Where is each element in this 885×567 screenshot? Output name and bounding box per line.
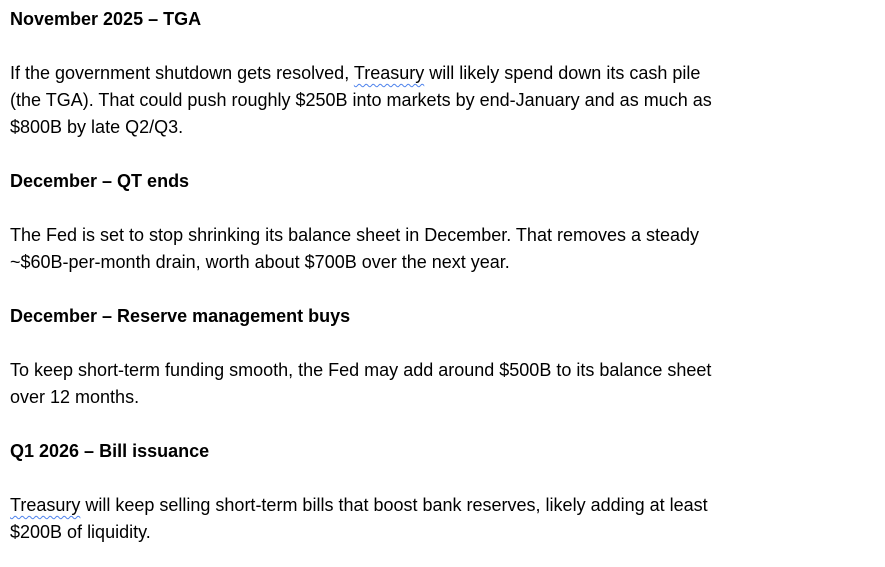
paragraph-text: To keep short-term funding smooth, the F…: [10, 360, 712, 407]
document-page: November 2025 – TGA If the government sh…: [10, 6, 877, 546]
section-november-2025-tga: November 2025 – TGA If the government sh…: [10, 6, 877, 141]
section-december-reserve-management-buys: December – Reserve management buys To ke…: [10, 303, 877, 411]
section-paragraph: To keep short-term funding smooth, the F…: [10, 357, 877, 411]
section-december-qt-ends: December – QT ends The Fed is set to sto…: [10, 168, 877, 276]
section-heading: Q1 2026 – Bill issuance: [10, 441, 210, 461]
section-heading: December – QT ends: [10, 171, 190, 191]
section-paragraph: If the government shutdown gets resolved…: [10, 60, 877, 141]
spellcheck-flagged-word[interactable]: Treasury: [353, 63, 425, 83]
section-heading: November 2025 – TGA: [10, 9, 202, 29]
section-paragraph: The Fed is set to stop shrinking its bal…: [10, 222, 877, 276]
paragraph-text: will keep selling short-term bills that …: [10, 495, 708, 542]
paragraph-text: will likely spend down its cash pile (th…: [10, 63, 712, 137]
section-paragraph: Treasury will keep selling short-term bi…: [10, 492, 877, 546]
paragraph-text: If the government shutdown gets resolved…: [10, 63, 354, 83]
paragraph-text: The Fed is set to stop shrinking its bal…: [10, 225, 700, 272]
section-heading: December – Reserve management buys: [10, 306, 351, 326]
spellcheck-flagged-word[interactable]: Treasury: [10, 495, 81, 515]
section-q1-2026-bill-issuance: Q1 2026 – Bill issuance Treasury will ke…: [10, 438, 877, 546]
